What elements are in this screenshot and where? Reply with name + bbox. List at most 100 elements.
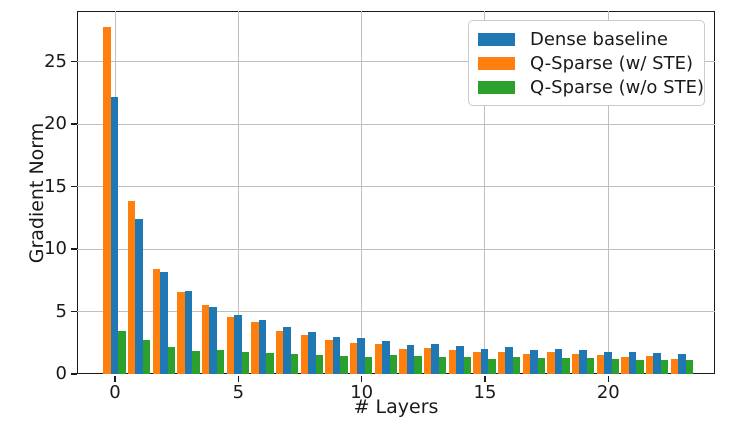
y-tick-label-25: 25 bbox=[44, 50, 67, 72]
legend-item-qsparse-w-ste: Q-Sparse (w/ STE) bbox=[478, 52, 694, 74]
bar-q-sparse-w-o-ste-layer-22 bbox=[660, 360, 669, 374]
bar-q-sparse-w-ste-layer-14 bbox=[448, 349, 457, 374]
bar-q-sparse-w-o-ste-layer-17 bbox=[537, 357, 545, 374]
bar-q-sparse-w-ste-layer-11 bbox=[374, 344, 383, 374]
legend-item-dense-baseline: Dense baseline bbox=[478, 28, 694, 50]
bar-dense-baseline-layer-7 bbox=[283, 327, 291, 374]
v-gridline-20 bbox=[607, 10, 609, 374]
x-tick-mark-15 bbox=[484, 375, 486, 382]
bar-q-sparse-w-ste-layer-23 bbox=[670, 358, 679, 374]
bar-q-sparse-w-ste-layer-21 bbox=[621, 356, 629, 374]
bar-q-sparse-w-o-ste-layer-12 bbox=[414, 356, 422, 374]
bar-dense-baseline-layer-18 bbox=[554, 349, 563, 374]
bar-dense-baseline-layer-0 bbox=[110, 97, 119, 374]
bar-dense-baseline-layer-6 bbox=[258, 320, 267, 374]
bar-q-sparse-w-ste-layer-7 bbox=[276, 331, 284, 374]
bar-q-sparse-w-o-ste-layer-6 bbox=[266, 352, 274, 374]
bar-dense-baseline-layer-21 bbox=[628, 351, 637, 374]
bar-q-sparse-w-o-ste-layer-21 bbox=[636, 359, 644, 374]
x-tick-mark-20 bbox=[607, 375, 610, 382]
legend-label: Q-Sparse (w/o STE) bbox=[530, 76, 704, 98]
x-tick-label-5: 5 bbox=[232, 382, 245, 403]
legend: Dense baseline Q-Sparse (w/ STE) Q-Spars… bbox=[468, 20, 705, 106]
plot-inner bbox=[76, 10, 715, 374]
bar-q-sparse-w-o-ste-layer-1 bbox=[142, 339, 151, 374]
bar-dense-baseline-layer-20 bbox=[604, 351, 612, 374]
h-gridline-25 bbox=[76, 61, 715, 62]
bar-dense-baseline-layer-14 bbox=[456, 346, 464, 374]
bar-dense-baseline-layer-1 bbox=[135, 218, 143, 374]
legend-swatch-blue bbox=[478, 32, 515, 46]
bar-q-sparse-w-o-ste-layer-5 bbox=[241, 351, 249, 374]
y-tick-mark-15 bbox=[71, 185, 77, 188]
bar-q-sparse-w-ste-layer-1 bbox=[128, 201, 136, 374]
bar-dense-baseline-layer-17 bbox=[530, 349, 538, 374]
bar-q-sparse-w-ste-layer-12 bbox=[399, 348, 407, 374]
y-tick-label-0: 0 bbox=[55, 363, 67, 385]
h-gridline-20 bbox=[76, 123, 715, 125]
y-tick-mark-10 bbox=[71, 248, 77, 250]
bar-q-sparse-w-o-ste-layer-0 bbox=[118, 331, 126, 374]
bar-q-sparse-w-o-ste-layer-23 bbox=[685, 359, 693, 374]
bar-q-sparse-w-ste-layer-2 bbox=[152, 268, 161, 374]
bar-q-sparse-w-ste-layer-22 bbox=[646, 356, 654, 374]
y-tick-mark-0 bbox=[71, 373, 77, 375]
bar-q-sparse-w-o-ste-layer-7 bbox=[290, 353, 299, 374]
bar-q-sparse-w-ste-layer-17 bbox=[522, 353, 531, 374]
x-tick-mark-5 bbox=[237, 375, 240, 382]
bar-q-sparse-w-o-ste-layer-20 bbox=[611, 358, 619, 374]
bar-dense-baseline-layer-11 bbox=[382, 341, 390, 374]
legend-label: Dense baseline bbox=[530, 28, 668, 50]
bar-dense-baseline-layer-9 bbox=[332, 337, 341, 374]
bar-dense-baseline-layer-19 bbox=[579, 350, 587, 374]
bar-q-sparse-w-ste-layer-4 bbox=[202, 305, 210, 374]
bar-dense-baseline-layer-4 bbox=[209, 307, 217, 374]
x-tick-mark-10 bbox=[360, 375, 363, 382]
bar-q-sparse-w-o-ste-layer-19 bbox=[586, 357, 595, 374]
bar-q-sparse-w-ste-layer-13 bbox=[424, 347, 432, 374]
bar-dense-baseline-layer-23 bbox=[678, 354, 686, 374]
bar-q-sparse-w-ste-layer-3 bbox=[177, 292, 185, 374]
x-tick-label-20: 20 bbox=[596, 382, 620, 403]
bar-q-sparse-w-ste-layer-0 bbox=[103, 27, 111, 374]
x-tick-label-10: 10 bbox=[350, 382, 374, 403]
bar-dense-baseline-layer-22 bbox=[653, 352, 661, 374]
bar-q-sparse-w-o-ste-layer-2 bbox=[167, 347, 175, 374]
y-tick-label-15: 15 bbox=[44, 175, 67, 197]
bar-dense-baseline-layer-8 bbox=[308, 331, 316, 374]
bar-q-sparse-w-o-ste-layer-4 bbox=[216, 350, 225, 374]
bar-q-sparse-w-ste-layer-15 bbox=[473, 352, 481, 374]
legend-swatch-orange bbox=[478, 56, 515, 70]
legend-label: Q-Sparse (w/ STE) bbox=[530, 52, 693, 74]
bar-q-sparse-w-ste-layer-10 bbox=[350, 342, 358, 374]
x-tick-label-15: 15 bbox=[473, 382, 497, 403]
bar-dense-baseline-layer-16 bbox=[505, 347, 513, 374]
x-tick-mark-0 bbox=[114, 375, 116, 382]
y-tick-label-20: 20 bbox=[44, 113, 67, 135]
v-gridline-5 bbox=[237, 10, 239, 374]
v-gridline-15 bbox=[484, 10, 486, 374]
legend-swatch-green bbox=[478, 80, 515, 94]
bar-q-sparse-w-o-ste-layer-8 bbox=[315, 355, 323, 374]
y-tick-mark-20 bbox=[71, 123, 77, 125]
legend-item-qsparse-wo-ste: Q-Sparse (w/o STE) bbox=[478, 76, 704, 98]
bar-q-sparse-w-o-ste-layer-18 bbox=[562, 357, 570, 374]
y-tick-label-5: 5 bbox=[55, 300, 67, 322]
bar-dense-baseline-layer-10 bbox=[357, 337, 365, 374]
x-tick-label-0: 0 bbox=[109, 382, 121, 403]
bar-dense-baseline-layer-2 bbox=[160, 271, 168, 374]
bar-q-sparse-w-o-ste-layer-11 bbox=[389, 355, 397, 374]
bar-q-sparse-w-ste-layer-19 bbox=[572, 353, 580, 374]
bar-q-sparse-w-ste-layer-18 bbox=[547, 352, 555, 374]
bar-q-sparse-w-ste-layer-9 bbox=[325, 339, 333, 374]
bar-q-sparse-w-ste-layer-8 bbox=[300, 334, 309, 374]
bar-q-sparse-w-ste-layer-5 bbox=[226, 316, 235, 374]
y-tick-label-10: 10 bbox=[44, 238, 67, 260]
bar-q-sparse-w-o-ste-layer-15 bbox=[488, 358, 496, 374]
h-gridline-5 bbox=[76, 311, 715, 312]
bar-q-sparse-w-o-ste-layer-16 bbox=[512, 357, 521, 374]
h-gridline-15 bbox=[76, 186, 715, 187]
y-tick-mark-25 bbox=[71, 60, 77, 63]
bar-q-sparse-w-o-ste-layer-3 bbox=[192, 351, 200, 374]
bar-q-sparse-w-ste-layer-16 bbox=[498, 351, 506, 374]
